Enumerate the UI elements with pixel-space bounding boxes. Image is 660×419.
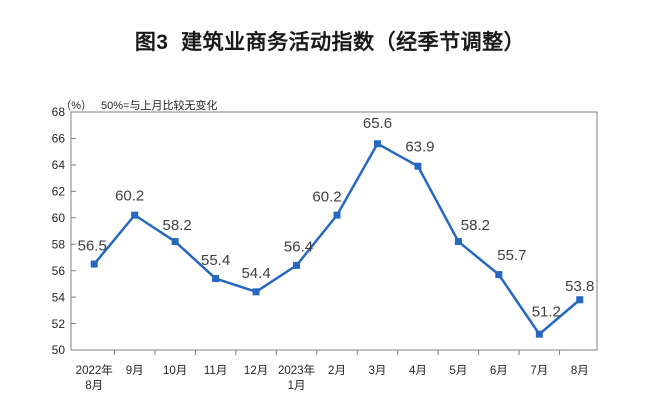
data-point <box>90 260 98 268</box>
data-point <box>212 275 220 283</box>
x-tick-label: 1月 <box>288 380 306 392</box>
y-tick-label: 68 <box>52 105 66 119</box>
data-label: 54.4 <box>241 265 270 282</box>
data-point <box>333 211 341 219</box>
y-tick-label: 60 <box>52 211 66 225</box>
y-tick-label: 64 <box>52 158 66 172</box>
data-label: 51.2 <box>532 303 561 320</box>
data-point <box>131 211 139 219</box>
data-label: 56.5 <box>78 237 107 254</box>
x-tick-label: 5月 <box>449 365 467 377</box>
data-point <box>535 330 543 338</box>
x-tick-label: 2023年 <box>278 363 315 377</box>
data-point <box>252 288 260 296</box>
y-tick-label: 54 <box>52 290 66 304</box>
y-tick-label: 52 <box>52 317 66 331</box>
data-point <box>454 238 462 246</box>
y-tick-label: 58 <box>52 237 66 251</box>
data-label: 60.2 <box>312 188 341 205</box>
y-tick-label: 50 <box>52 343 66 357</box>
reference-note: 50%=与上月比较无变化 <box>101 100 218 112</box>
data-label: 63.9 <box>405 138 434 155</box>
data-point <box>293 261 301 269</box>
plot-border <box>70 111 598 351</box>
data-point <box>495 271 503 279</box>
y-tick-label: 66 <box>52 132 66 146</box>
data-point <box>576 296 584 304</box>
data-label: 56.4 <box>284 239 313 256</box>
axis-note: （%） 50%=与上月比较无变化 <box>48 85 217 125</box>
x-tick-label: 8月 <box>85 380 103 392</box>
data-label: 58.2 <box>461 217 490 234</box>
x-tick-label: 9月 <box>126 365 144 377</box>
x-tick-label: 2月 <box>328 365 346 377</box>
x-tick-label: 11月 <box>204 365 227 377</box>
data-label: 58.2 <box>163 217 192 234</box>
x-tick-label: 4月 <box>409 365 427 377</box>
x-tick-label: 8月 <box>571 365 589 377</box>
data-point <box>414 162 422 170</box>
data-label: 55.4 <box>201 252 230 269</box>
x-tick-label: 12月 <box>244 365 268 377</box>
data-label: 65.6 <box>363 115 392 132</box>
data-label: 55.7 <box>497 247 526 264</box>
x-tick-label: 10月 <box>163 365 187 377</box>
data-label: 60.2 <box>115 187 144 204</box>
x-tick-label: 6月 <box>490 365 508 377</box>
unit-label: （%） <box>60 100 93 112</box>
y-tick-label: 56 <box>52 264 66 278</box>
data-point <box>373 140 381 148</box>
data-label: 53.8 <box>565 278 594 295</box>
x-tick-label: 7月 <box>530 365 548 377</box>
series-line <box>92 142 582 336</box>
x-tick-label: 3月 <box>369 365 387 377</box>
chart-title: 图3 建筑业商务活动指数（经季节调整） <box>134 31 526 54</box>
y-tick-label: 62 <box>52 185 66 199</box>
x-tick-label: 2022年 <box>76 363 113 377</box>
data-point <box>171 238 179 246</box>
